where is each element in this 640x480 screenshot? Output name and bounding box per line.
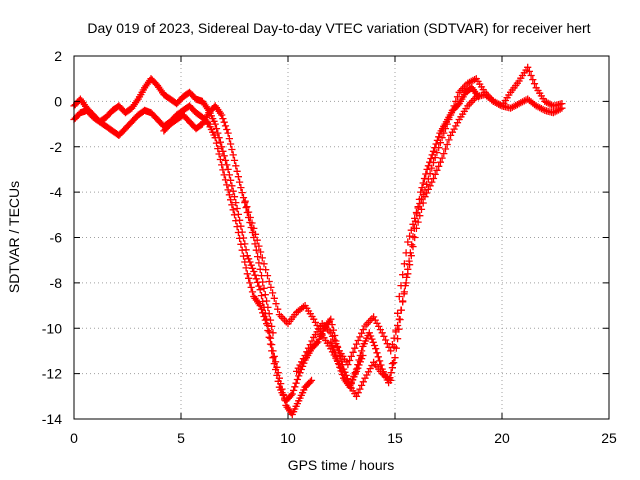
y-tick-label: 0 bbox=[54, 93, 62, 109]
y-tick-label: -8 bbox=[50, 275, 63, 291]
y-tick-label: -10 bbox=[42, 320, 62, 336]
data-point-markers bbox=[241, 63, 566, 400]
x-tick-label: 20 bbox=[494, 430, 510, 446]
data-series bbox=[327, 84, 483, 391]
y-tick-label: 2 bbox=[54, 48, 62, 64]
data-point-markers bbox=[293, 91, 566, 375]
y-tick-label: -2 bbox=[50, 139, 63, 155]
data-point-markers bbox=[327, 84, 483, 391]
y-axis-label: SDTVAR / TECUs bbox=[6, 181, 22, 293]
data-series bbox=[293, 91, 566, 375]
data-series bbox=[70, 102, 367, 405]
y-axis: -14 -12 -10 -8 -6 -4 -2 0 2 bbox=[42, 48, 609, 427]
x-tick-label: 0 bbox=[70, 430, 78, 446]
data-point-markers bbox=[70, 102, 367, 405]
x-axis: 0 5 10 15 20 25 bbox=[70, 56, 617, 446]
x-axis-label: GPS time / hours bbox=[288, 457, 395, 473]
x-tick-label: 10 bbox=[280, 430, 296, 446]
y-tick-label: -14 bbox=[42, 411, 62, 427]
x-tick-label: 25 bbox=[601, 430, 617, 446]
y-tick-label: -4 bbox=[50, 184, 63, 200]
x-tick-label: 15 bbox=[387, 430, 403, 446]
y-tick-label: -12 bbox=[42, 366, 62, 382]
data-series bbox=[241, 63, 566, 400]
data-points bbox=[70, 63, 566, 419]
y-tick-label: -6 bbox=[50, 230, 63, 246]
x-tick-label: 5 bbox=[177, 430, 185, 446]
chart-title: Day 019 of 2023, Sidereal Day-to-day VTE… bbox=[87, 20, 590, 36]
